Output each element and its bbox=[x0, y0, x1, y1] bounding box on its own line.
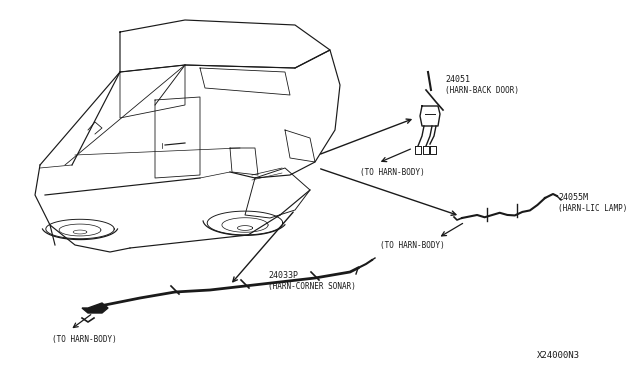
Text: (HARN-LIC LAMP): (HARN-LIC LAMP) bbox=[558, 204, 627, 213]
Text: X24000N3: X24000N3 bbox=[537, 351, 580, 360]
Text: (HARN-BACK DOOR): (HARN-BACK DOOR) bbox=[445, 86, 519, 95]
Text: 24033P: 24033P bbox=[268, 271, 298, 280]
Text: (TO HARN-BODY): (TO HARN-BODY) bbox=[52, 335, 116, 344]
Text: (TO HARN-BODY): (TO HARN-BODY) bbox=[380, 241, 445, 250]
Polygon shape bbox=[82, 303, 108, 313]
Text: (TO HARN-BODY): (TO HARN-BODY) bbox=[360, 168, 425, 177]
Text: (HARN-CORNER SONAR): (HARN-CORNER SONAR) bbox=[268, 282, 356, 291]
Text: 24055M: 24055M bbox=[558, 193, 588, 202]
Text: 24051: 24051 bbox=[445, 75, 470, 84]
